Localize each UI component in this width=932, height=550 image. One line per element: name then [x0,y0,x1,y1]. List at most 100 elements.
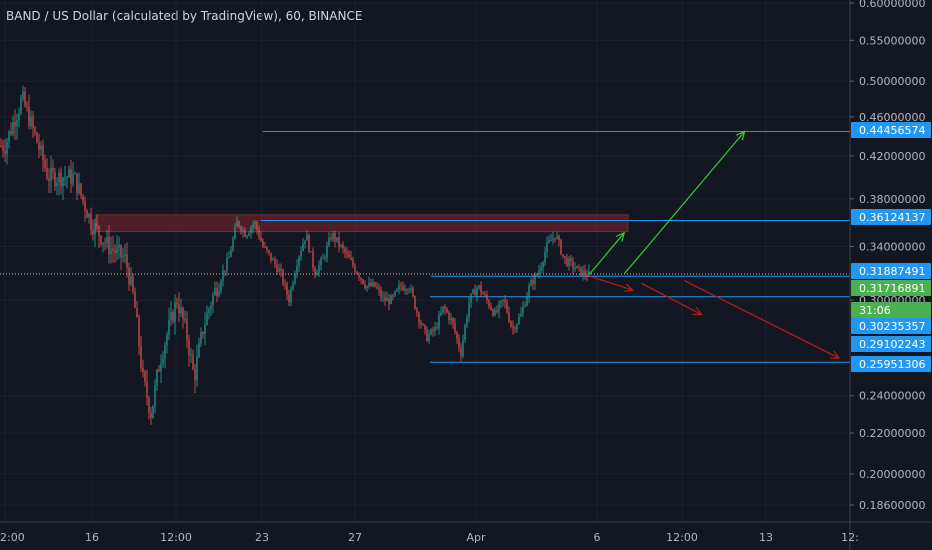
candle-body [420,322,422,325]
candle-body [390,295,392,304]
candle-body [224,270,226,272]
candle-body [138,317,140,346]
candle-body [74,173,76,175]
candle-body [548,240,550,243]
candle-body [484,294,486,296]
candle-body [320,258,322,266]
candle-body [268,250,270,253]
candle-body [114,250,116,254]
candle-body [126,254,128,268]
y-tick-label: 0.50000000 [859,75,925,88]
candle-body [396,289,398,292]
projection-arrow [684,280,840,359]
candle-body [42,145,44,161]
candle-body [260,237,262,242]
candle-body [560,240,562,255]
candle-body [160,364,162,372]
candle-body [254,221,256,225]
y-tick-label: 0.42000000 [859,150,925,163]
candle-body [90,214,92,230]
candle-body [188,340,190,356]
candle-body [554,237,556,239]
candle-body [182,308,184,319]
price-tag-label: 0.30235357 [859,320,925,333]
candle-body [294,274,296,284]
candle-body [342,244,344,249]
chart-title: BAND / US Dollar (calculated by TradingV… [6,9,363,23]
candle-body [434,327,436,332]
candle-body [266,246,268,251]
candle-body [516,323,518,330]
candle-body [272,259,274,261]
candle-body [300,250,302,257]
candle-body [172,311,174,322]
candle-body [278,268,280,273]
candle-body [68,169,70,178]
price-tag-label: 31:06 [859,304,891,317]
candle-body [202,331,204,334]
candle-body [436,327,438,329]
y-tick-label: 0.22000000 [859,427,925,440]
x-tick-label: 12: [841,531,859,544]
candle-body [476,287,478,296]
candle-body [340,244,342,247]
candle-body [316,272,318,276]
candle-body [404,289,406,291]
candle-body [348,253,350,258]
candle-body [526,296,528,306]
candle-body [112,248,114,251]
price-tag [851,302,931,318]
candle-body [44,160,46,168]
candle-body [532,280,534,285]
candle-body [374,282,376,287]
candle-body [34,127,36,133]
candle-body [392,295,394,297]
candle-body [234,226,236,239]
candle-body [18,113,20,120]
candle-body [302,243,304,251]
candle-body [26,105,28,107]
candle-body [58,172,60,183]
price-tag [851,336,931,352]
candle-body [334,232,336,241]
candle-body [544,251,546,263]
candle-body [280,268,282,271]
candle-body [520,313,522,317]
candle-body [384,297,386,302]
candle-body [60,172,62,187]
candle-body [562,254,564,257]
candle-body [14,122,16,127]
candle-body [310,251,312,253]
candle-body [6,141,8,155]
candle-body [496,309,498,312]
candle-body [556,236,558,239]
x-tick-label: 2:00 [0,531,25,544]
candle-body [152,405,154,418]
candle-body [274,259,276,265]
x-tick-label: 6 [594,531,601,544]
candle-body [486,294,488,301]
candle-body [568,258,570,266]
candle-body [38,142,40,150]
candle-body [104,242,106,244]
candle-body [366,285,368,288]
candle-body [70,169,72,184]
candle-body [170,311,172,321]
price-tag-label: 0.31716891 [859,282,925,295]
candle-body [28,106,30,127]
candle-body [414,295,416,309]
candle-body [378,288,380,291]
candle-body [474,289,476,296]
y-tick-label: 0.46000000 [859,111,925,124]
candle-body [332,232,334,240]
candle-body [444,306,446,309]
candle-body [428,334,430,341]
candle-body [166,334,168,345]
candle-body [410,288,412,290]
candle-body [538,270,540,275]
candle-body [328,237,330,246]
candle-body [426,329,428,341]
x-tick-label: 12:00 [666,531,698,544]
candle-body [186,318,188,341]
